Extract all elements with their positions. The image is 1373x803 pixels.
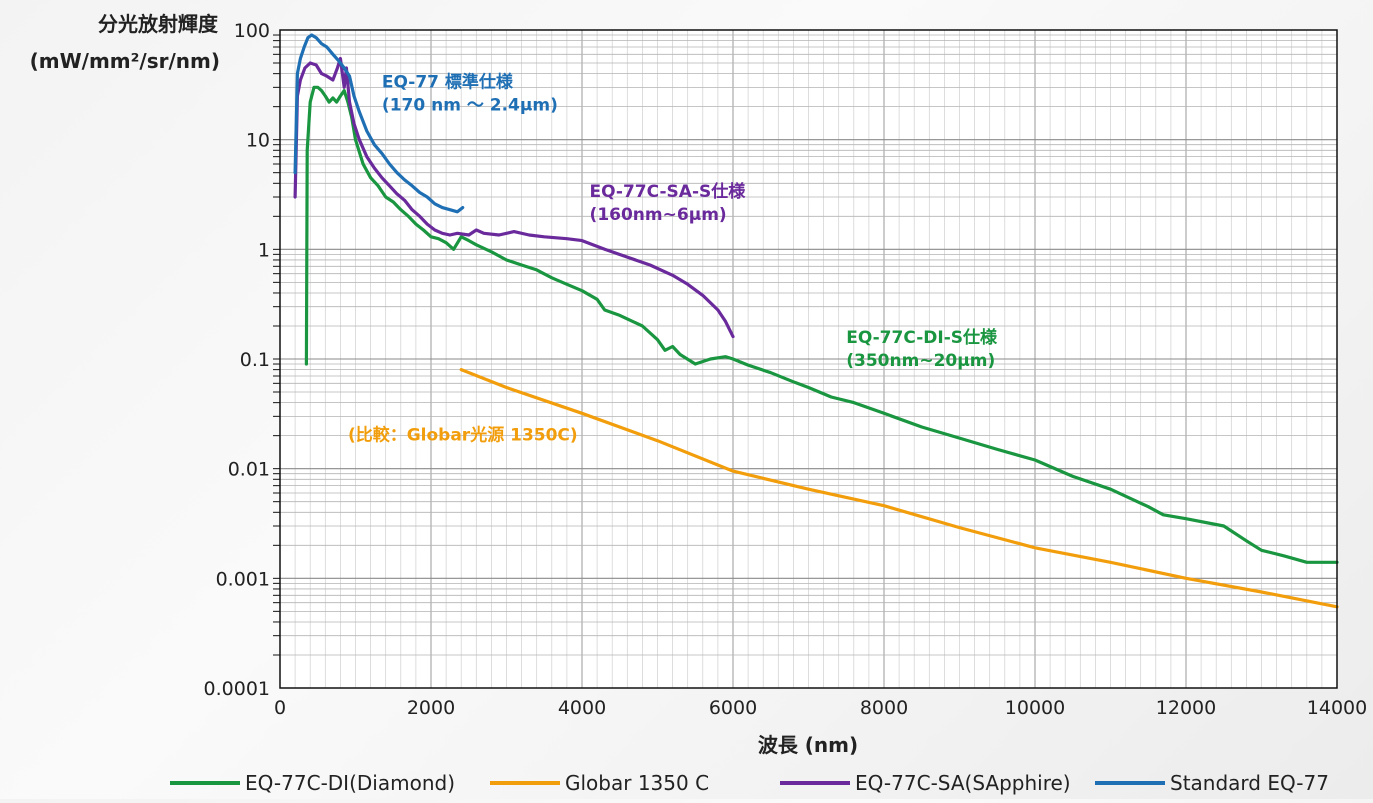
- legend-label: Standard EQ-77: [1170, 771, 1329, 795]
- y-tick-label: 0.1: [240, 349, 270, 371]
- annotation-text: (170 nm ～ 2.4µm): [382, 95, 558, 115]
- tick-labels: 0 2000 4000 6000 8000 10000 12000 14000 0.0001 0.…: [204, 20, 1368, 719]
- y-tick-label: 100: [234, 20, 270, 42]
- y-tick-label: 1: [258, 239, 270, 261]
- annotation-text: (350nm~20µm): [846, 351, 995, 371]
- annotation-text: (160nm~6µm): [590, 205, 727, 225]
- y-tick-label: 0.01: [228, 459, 270, 481]
- x-tick-label: 10000: [1005, 697, 1065, 719]
- legend-label: EQ-77C-DI(Diamond): [245, 771, 455, 795]
- series-line-3: [293, 33, 465, 214]
- annotations: EQ-77 標準仕様 (170 nm ～ 2.4µm) EQ-77C-SA-S仕様 (…: [348, 71, 998, 445]
- series-line-2: [293, 56, 735, 339]
- series-line-1: [459, 368, 1339, 609]
- x-tick-label: 2000: [407, 697, 455, 719]
- annotation-text: EQ-77C-DI-S仕様: [846, 327, 998, 348]
- legend-label: Globar 1350 C: [565, 771, 709, 795]
- x-axis-title: 波長 (nm): [758, 733, 858, 757]
- legend-label: EQ-77C-SA(SApphire): [855, 771, 1071, 795]
- annotation-text: EQ-77C-SA-S仕様: [590, 181, 747, 202]
- x-tick-label: 14000: [1307, 697, 1367, 719]
- series-layer: [293, 33, 1339, 609]
- series-line-0: [304, 85, 1339, 564]
- annotation-text: EQ-77 標準仕様: [382, 71, 514, 92]
- legend: EQ-77C-DI(Diamond) Globar 1350 C EQ-77C-SA…: [170, 771, 1329, 795]
- y-axis-title-line2: (mW/mm²/sr/nm): [30, 49, 220, 73]
- x-tick-label: 8000: [860, 697, 908, 719]
- y-tick-label: 0.001: [216, 568, 270, 590]
- y-axis-title-line1: 分光放射輝度: [98, 12, 219, 36]
- y-tick-label: 10: [246, 130, 270, 152]
- x-tick-label: 12000: [1156, 697, 1216, 719]
- x-tick-label: 0: [274, 697, 286, 719]
- x-tick-label: 6000: [709, 697, 757, 719]
- y-tick-label: 0.0001: [204, 678, 270, 700]
- x-tick-label: 4000: [558, 697, 606, 719]
- annotation-text: (比較：Globar光源 1350C): [348, 425, 578, 446]
- plot-frame: [279, 29, 1338, 689]
